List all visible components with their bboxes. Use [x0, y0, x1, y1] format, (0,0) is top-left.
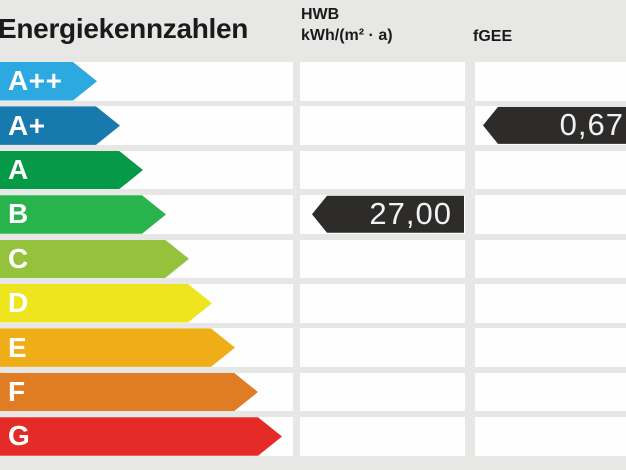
hwb-cell — [300, 106, 465, 145]
hwb-cell — [300, 239, 465, 279]
rating-arrow-c: C — [0, 240, 189, 279]
fgee-cell — [475, 372, 626, 412]
rating-cell: A — [0, 150, 293, 190]
fgee-cell — [475, 150, 626, 190]
fgee-value-marker: 0,67 — [483, 105, 626, 146]
rating-label: A++ — [8, 65, 63, 97]
rating-cell: C — [0, 239, 293, 279]
hwb-cell — [300, 62, 465, 101]
rating-row: A — [0, 150, 626, 190]
rating-cell: B — [0, 195, 293, 234]
fgee-cell — [475, 195, 626, 234]
rating-arrow-a: A — [0, 151, 143, 190]
column-header-hwb: HWB kWh/(m² · a) — [301, 4, 393, 46]
hwb-cell — [300, 417, 465, 456]
rating-arrow-app: A++ — [0, 62, 97, 101]
rating-row: B — [0, 195, 626, 234]
rating-label: C — [8, 242, 29, 274]
rating-row: A++ — [0, 62, 626, 101]
rating-label: A+ — [8, 109, 46, 141]
column-header-fgee: fGEE — [473, 28, 513, 45]
fgee-cell — [475, 417, 626, 456]
hwb-value-marker: 27,00 — [312, 194, 464, 235]
hwb-cell — [300, 284, 465, 323]
rating-cell: E — [0, 328, 293, 367]
rating-arrow-d: D — [0, 284, 212, 323]
fgee-cell — [475, 328, 626, 367]
page-title: Energiekennzahlen — [0, 13, 249, 44]
rating-row: C — [0, 239, 626, 279]
rating-label: A — [8, 154, 29, 186]
hwb-value: 27,00 — [369, 196, 452, 232]
hwb-cell — [300, 150, 465, 190]
rating-row: G — [0, 417, 626, 456]
rating-arrow-ap: A+ — [0, 106, 120, 145]
rating-label: B — [8, 198, 29, 230]
rating-row: F — [0, 372, 626, 412]
rating-label: E — [8, 331, 28, 363]
hwb-cell — [300, 372, 465, 412]
rating-cell: A+ — [0, 106, 293, 145]
hwb-cell — [300, 328, 465, 367]
hwb-unit: kWh/(m² · a) — [301, 27, 393, 44]
rating-cell: A++ — [0, 62, 293, 101]
fgee-cell — [475, 239, 626, 279]
rating-row: D — [0, 284, 626, 323]
fgee-cell — [475, 62, 626, 101]
rating-cell: G — [0, 417, 293, 456]
rating-arrow-g: G — [0, 417, 282, 456]
rating-arrow-f: F — [0, 373, 258, 412]
rating-arrow-e: E — [0, 328, 235, 367]
fgee-cell — [475, 284, 626, 323]
rating-cell: F — [0, 372, 293, 412]
rating-label: F — [8, 376, 26, 408]
rating-cell: D — [0, 284, 293, 323]
rating-row: E — [0, 328, 626, 367]
hwb-label: HWB — [301, 6, 340, 23]
fgee-value: 0,67 — [559, 107, 624, 143]
rating-label: G — [8, 420, 31, 452]
rating-arrow-b: B — [0, 195, 166, 234]
rating-label: D — [8, 287, 29, 319]
